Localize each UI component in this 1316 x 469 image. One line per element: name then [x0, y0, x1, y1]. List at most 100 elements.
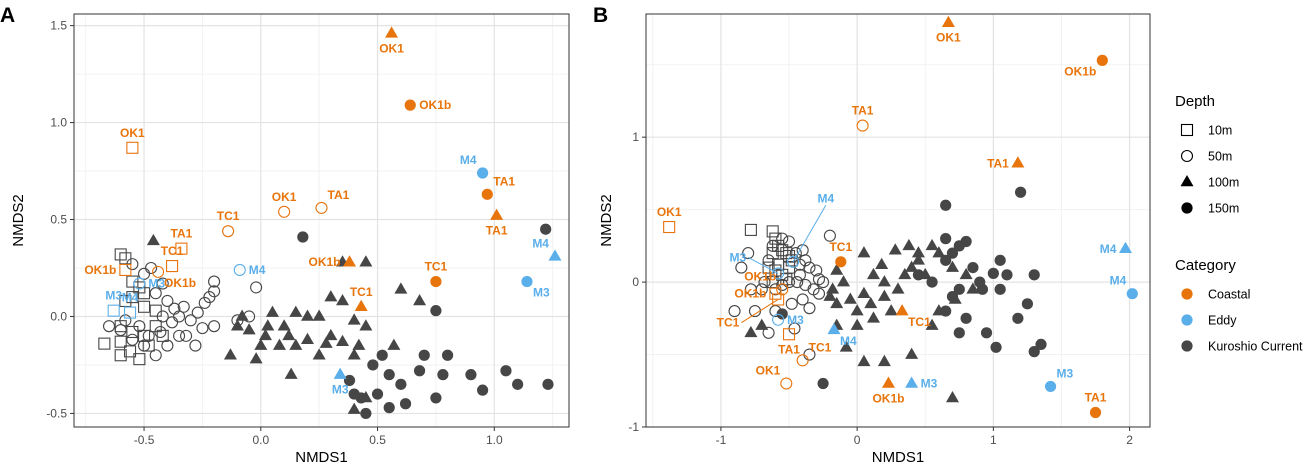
- kuroshio-point: [173, 329, 186, 342]
- kuroshio-point: [864, 296, 878, 309]
- kuroshio-point: [289, 305, 303, 317]
- kuroshio-point: [953, 283, 965, 295]
- kuroshio-point: [966, 282, 980, 294]
- kuroshio-point: [114, 324, 127, 337]
- panel-border: [645, 13, 1151, 428]
- x-tick-label: 0: [854, 433, 861, 447]
- legend-depth-label: 50m: [1208, 150, 1232, 164]
- point-label: TA1: [987, 156, 1009, 170]
- kuroshio-point: [776, 278, 789, 292]
- kuroshio-point: [208, 275, 221, 288]
- kuroshio-point: [336, 334, 350, 346]
- kuroshio-point: [857, 354, 871, 367]
- kuroshio-point: [776, 232, 789, 245]
- kuroshio-point: [312, 309, 326, 321]
- kuroshio-point: [180, 329, 193, 342]
- kuroshio-point: [126, 291, 139, 304]
- kuroshio-point: [312, 348, 326, 360]
- kuroshio-point: [500, 365, 512, 377]
- kuroshio-point: [744, 283, 757, 296]
- kuroshio-point: [945, 260, 959, 272]
- kuroshio-point: [258, 328, 272, 341]
- kuroshio-point: [888, 243, 902, 255]
- kuroshio-point: [769, 264, 782, 277]
- kuroshio-point: [803, 302, 816, 315]
- kuroshio-point: [137, 287, 151, 300]
- kuroshio-point: [542, 378, 554, 390]
- kuroshio-point: [512, 378, 524, 390]
- kuroshio-point: [154, 325, 167, 339]
- labeled-point: [133, 277, 146, 290]
- point-label: OK1: [936, 31, 961, 45]
- kuroshio-point: [347, 402, 361, 414]
- point-label: M4: [817, 191, 834, 205]
- kuroshio-point: [208, 320, 221, 333]
- x-tick-label: 0.0: [252, 433, 269, 447]
- kuroshio-point: [812, 273, 826, 286]
- kuroshio-point: [789, 247, 802, 260]
- label-leader-line: [741, 299, 779, 324]
- point-label: TC1: [425, 260, 448, 274]
- kuroshio-point: [1028, 346, 1040, 358]
- point-label: M4: [1110, 274, 1127, 288]
- kuroshio-point: [126, 333, 139, 346]
- kuroshio-point: [430, 392, 442, 404]
- kuroshio-point: [300, 332, 314, 345]
- point-label: M3: [729, 250, 746, 264]
- labeled-point: [941, 15, 955, 27]
- kuroshio-point: [336, 293, 350, 306]
- kuroshio-point: [891, 282, 905, 294]
- point-label: M3: [533, 286, 550, 300]
- kuroshio-point: [347, 313, 361, 325]
- kuroshio-point: [352, 338, 366, 350]
- kuroshio-point: [766, 247, 779, 260]
- legend-category-title: Category: [1175, 257, 1236, 274]
- point-label: OK1: [756, 364, 781, 378]
- kuroshio-point: [191, 306, 204, 319]
- kuroshio-point: [161, 339, 174, 352]
- kuroshio-point: [142, 329, 155, 342]
- kuroshio-point: [766, 225, 779, 238]
- labeled-point: [895, 304, 909, 316]
- kuroshio-point: [817, 276, 830, 289]
- y-tick-label: 0: [632, 275, 639, 289]
- kuroshio-point: [249, 352, 263, 364]
- kuroshio-point: [387, 338, 401, 350]
- kuroshio-point: [177, 300, 190, 313]
- label-leader-line: [792, 205, 827, 263]
- kuroshio-point: [839, 340, 853, 352]
- kuroshio-point: [758, 276, 771, 289]
- panel-border: [73, 13, 570, 428]
- y-tick-label: 1: [632, 130, 639, 144]
- kuroshio-point: [877, 289, 891, 301]
- kuroshio-point: [898, 267, 912, 280]
- y-tick-label: 1.5: [50, 19, 67, 33]
- panel-b-chart: -1 0 1 2 -1 0 1 NMDS1 NMDS2 B OK1 OK1b TA1 TA1 OK1 M4 M3…: [593, 4, 1151, 466]
- point-label: TC1: [350, 285, 373, 299]
- kuroshio-point: [785, 297, 798, 310]
- kuroshio-point: [875, 257, 889, 269]
- point-label: TC1: [829, 240, 852, 254]
- kuroshio-point: [1021, 298, 1034, 310]
- x-tick-label: 1.0: [486, 433, 503, 447]
- kuroshio-point: [980, 327, 993, 339]
- kuroshio-point: [990, 341, 1002, 353]
- point-label: OK1: [272, 190, 297, 204]
- labeled-point: [905, 376, 919, 388]
- kuroshio-point: [817, 377, 829, 390]
- kuroshio-point: [960, 312, 972, 324]
- point-label: TC1: [809, 340, 832, 354]
- legend-depth-key: [1180, 123, 1194, 137]
- labeled-point: [233, 263, 246, 276]
- labeled-points: OK1 OK1b TA1 TA1 OK1 M4 M3 TC1 M4 M4 OK1b OK1b TC1 M3…: [657, 15, 1138, 419]
- kuroshio-point: [755, 318, 769, 330]
- kuroshio-point: [161, 294, 174, 308]
- labeled-point: [796, 354, 809, 367]
- labeled-point: [126, 141, 139, 154]
- kuroshio-point: [371, 388, 384, 400]
- y-tick-label: -0.5: [46, 406, 67, 420]
- kuroshio-points: [728, 186, 1047, 403]
- point-label: TA1: [486, 224, 508, 238]
- kuroshio-point: [137, 339, 151, 352]
- point-label: M3: [1057, 366, 1074, 380]
